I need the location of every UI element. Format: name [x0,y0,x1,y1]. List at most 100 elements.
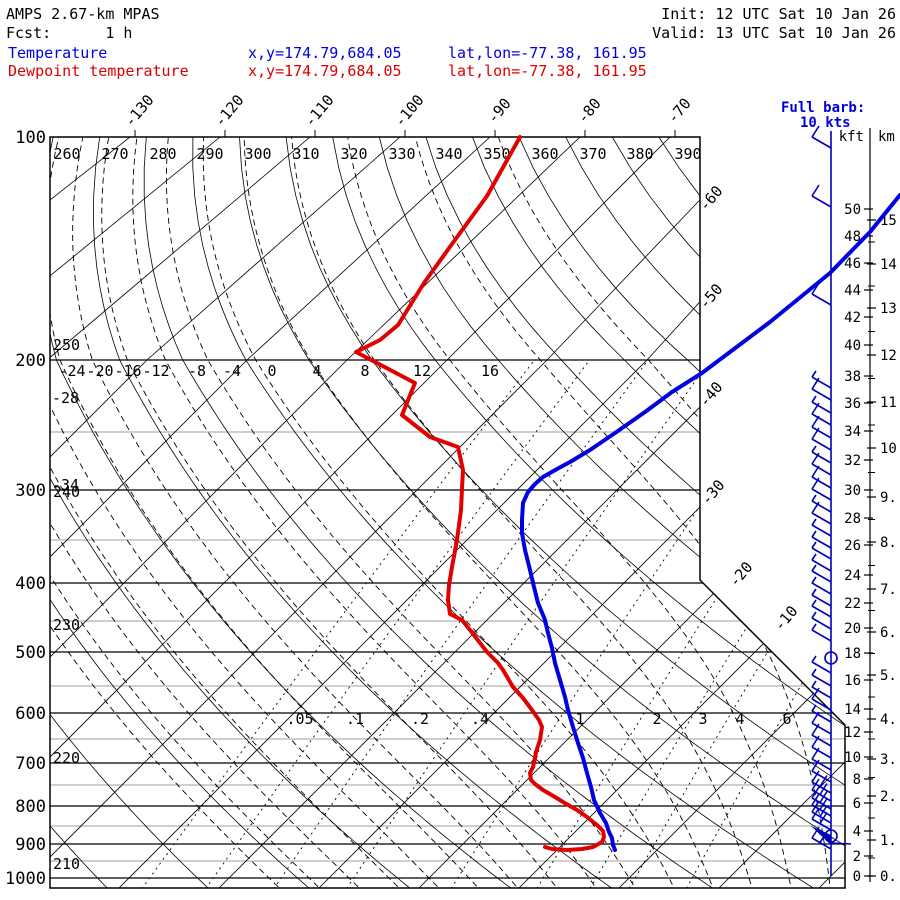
pressure-label: 200 [15,351,46,371]
theta-label-top: 390 [674,145,701,163]
km-tick-label: 12. [880,348,900,364]
kft-tick-label: 0 [853,869,861,885]
dry-adiabat-line [50,137,418,888]
moist-adiabat-label-left: -34 [52,476,79,494]
temperature-curve [520,193,900,852]
moist-adiabat-line [132,137,601,888]
isotherm-line [50,137,131,888]
moist-adiabat-label: -12 [142,362,169,380]
isotherm-line [50,137,671,888]
moist-adiabat-label-left: -28 [52,389,79,407]
kft-tick-label: 40 [844,338,861,354]
kft-tick-label: 46 [844,256,861,272]
pressure-label: 800 [15,797,46,817]
theta-label-top: 340 [435,145,462,163]
isotherm-line [50,137,761,888]
pressure-label: 900 [15,835,46,855]
pressure-label: 100 [15,128,46,148]
valid-time: Valid: 13 UTC Sat 10 Jan 26 [652,24,896,42]
moist-adiabat-line [50,137,445,888]
legend-temperature-xy: x,y=174.79,684.05 [248,44,402,62]
pressure-label: 1000 [5,869,46,889]
kft-tick-label: 48 [844,229,861,245]
legend-dewpoint-latlon: lat,lon=-77.38, 161.95 [448,62,647,80]
pressure-label: 600 [15,704,46,724]
moist-adiabat-label: 16 [481,362,499,380]
dry-adiabat-line [143,137,722,888]
mixing-ratio-label: .05 [286,710,313,728]
km-tick-label: 15. [880,213,900,229]
moist-adiabat-line [243,137,716,888]
theta-label-top: 310 [292,145,319,163]
kft-tick-label: 44 [844,283,861,299]
isotherm-label-top: -110 [301,91,338,130]
km-tick-label: 9. [880,490,897,506]
pressure-label: 700 [15,754,46,774]
isotherm-label-top: -90 [484,95,515,127]
dry-adiabat-line [658,137,845,888]
mixing-ratio-line [533,359,845,888]
legend-dewpoint-label: Dewpoint temperature [8,62,189,80]
km-tick-label: 10. [880,441,900,457]
theta-label-top: 270 [101,145,128,163]
km-tick-label: 13. [880,301,900,317]
moist-adiabat-line [50,137,366,888]
legend-temperature-label: Temperature [8,44,108,62]
moist-adiabat-line [50,137,484,888]
moist-adiabat-line [165,137,639,888]
isotherm-label-top: -100 [391,91,428,130]
moist-adiabat-label: -4 [223,362,241,380]
moist-adiabat-label: 0 [267,362,276,380]
dry-adiabat-line [705,137,845,888]
theta-label-top: 320 [340,145,367,163]
init-time: Init: 12 UTC Sat 10 Jan 26 [661,5,896,23]
theta-label-top: 350 [483,145,510,163]
mixing-ratio-line [683,359,845,888]
theta-label-top: 290 [196,145,223,163]
isotherm-line [50,137,221,888]
theta-label-left: 250 [53,336,80,354]
moist-adiabat-label: -20 [86,362,113,380]
moist-adiabat-line [414,137,832,888]
pressure-label: 500 [15,643,46,663]
mixing-ratio-label: .2 [411,710,429,728]
theta-label-top: 300 [244,145,271,163]
kft-tick-label: 24 [844,568,861,584]
isotherm-line [0,137,40,888]
mixing-ratio-label: 1 [575,710,584,728]
kft-tick-label: 30 [844,483,861,499]
moist-adiabat-line [50,137,286,888]
mixing-ratio-line [137,359,535,888]
theta-label-top: 330 [388,145,415,163]
isotherm-line [218,137,845,888]
kft-tick-label: 22 [844,596,861,612]
legend-dewpoint-xy: x,y=174.79,684.05 [248,62,402,80]
pressure-label: 400 [15,574,46,594]
isotherm-label-right: -30 [697,476,728,508]
kft-tick-label: 10 [844,750,861,766]
kft-tick-label: 34 [844,424,861,440]
legend-temperature-latlon: lat,lon=-77.38, 161.95 [448,44,647,62]
fcst-label: Fcst: 1 h [6,24,133,42]
theta-label-left: 220 [53,749,80,767]
dry-adiabat-line [285,137,845,888]
moist-adiabat-label: 8 [360,362,369,380]
theta-label-top: 370 [579,145,606,163]
dry-adiabat-line [332,137,845,888]
moist-adiabat-line [101,137,562,888]
isotherm-label-top: -120 [211,91,248,130]
kft-tick-label: 14 [844,702,861,718]
model-title: AMPS 2.67-km MPAS [6,5,160,23]
mixing-ratio-line [342,359,711,888]
kft-tick-label: 8 [853,772,861,788]
dry-adiabat-line [518,137,845,888]
mixing-ratio-label: 4 [735,710,744,728]
theta-label-top: 360 [531,145,558,163]
theta-label-top: 260 [53,145,80,163]
km-tick-label: 7. [880,582,897,598]
moist-adiabat-label: 4 [312,362,321,380]
kft-tick-label: 12 [844,725,861,741]
isotherm-line [118,137,845,888]
moist-adiabat-line [291,137,755,888]
